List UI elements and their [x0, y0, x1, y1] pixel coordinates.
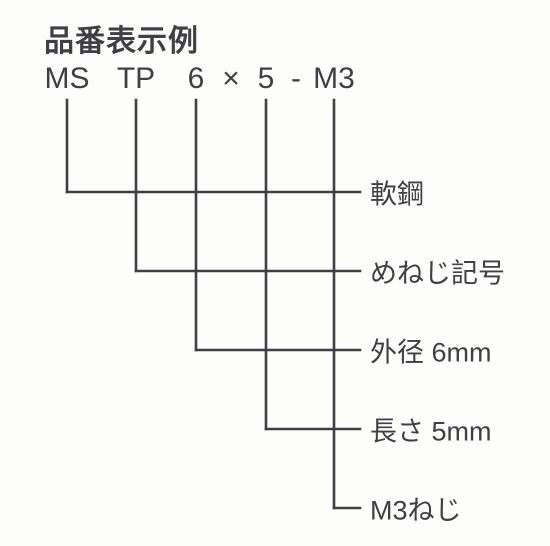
- connector-lines: [0, 0, 550, 546]
- diagram-canvas: 品番表示例 MSTP6×5-M3 軟鋼めねじ記号外径 6mm長さ 5mmM3ねじ: [0, 0, 550, 546]
